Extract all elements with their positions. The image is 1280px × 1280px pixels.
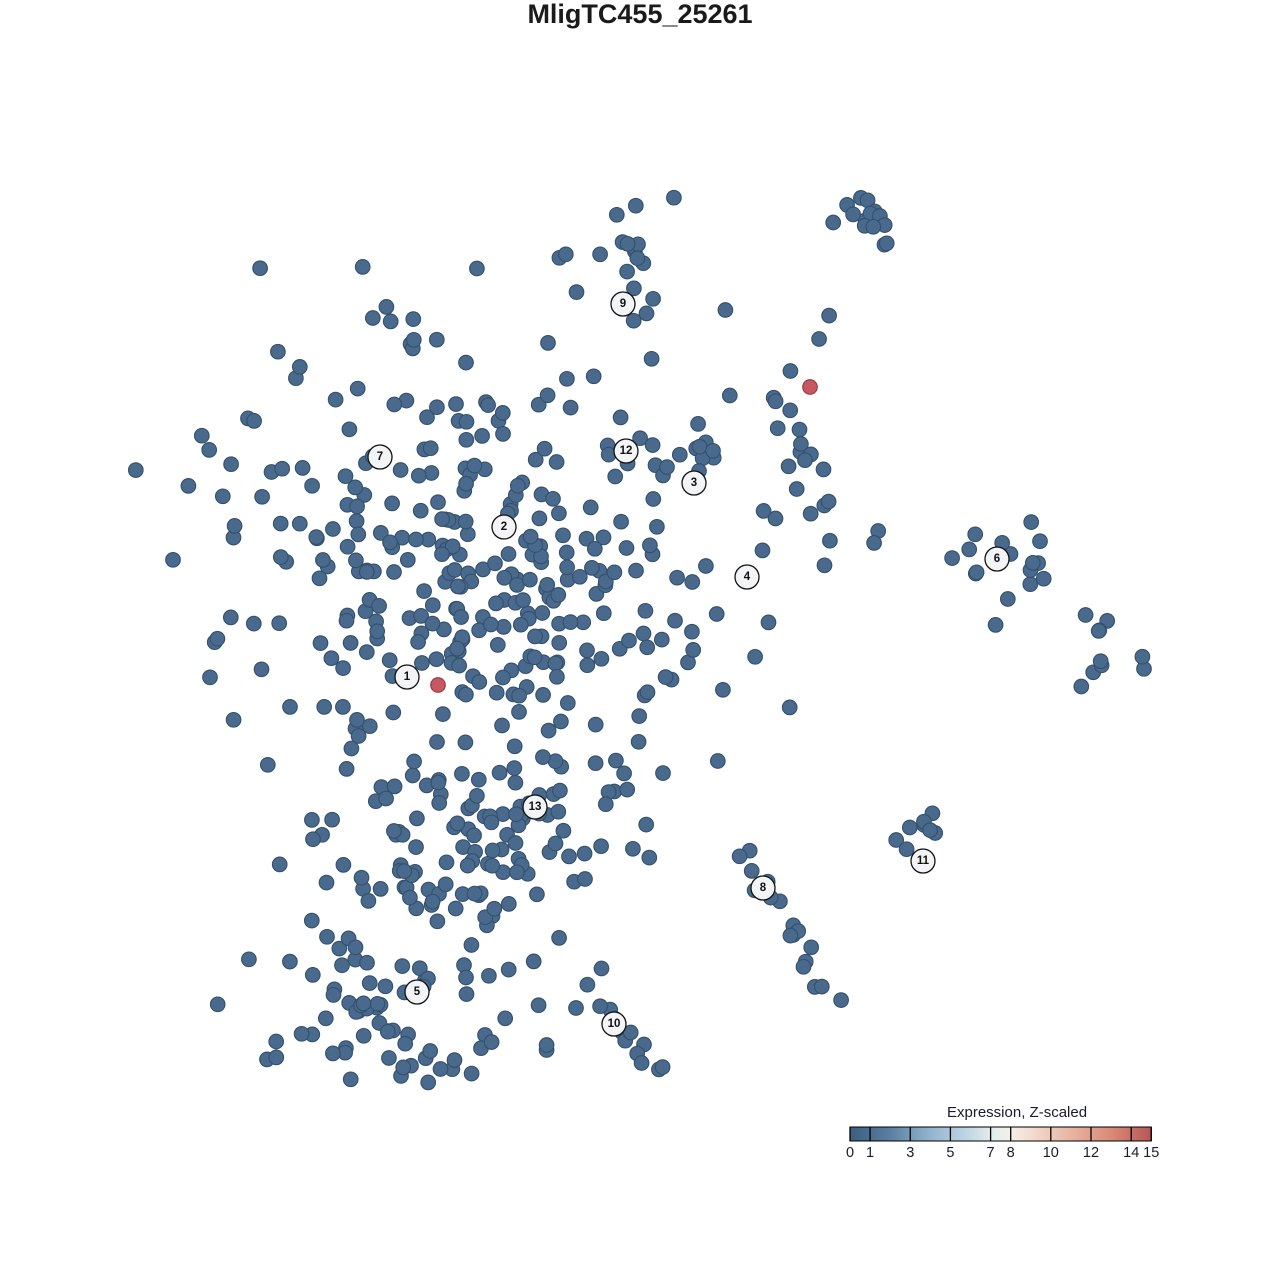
svg-text:3: 3 xyxy=(906,1145,914,1161)
svg-text:2: 2 xyxy=(501,521,507,533)
svg-text:8: 8 xyxy=(760,882,767,894)
svg-text:6: 6 xyxy=(994,553,1000,565)
svg-text:10: 10 xyxy=(1043,1145,1059,1161)
svg-text:14: 14 xyxy=(1123,1145,1139,1161)
svg-text:5: 5 xyxy=(414,986,421,998)
svg-text:12: 12 xyxy=(1083,1145,1099,1161)
svg-text:1: 1 xyxy=(404,671,411,683)
svg-text:10: 10 xyxy=(608,1018,621,1030)
svg-text:8: 8 xyxy=(1007,1145,1015,1161)
svg-text:9: 9 xyxy=(620,298,626,310)
svg-text:0: 0 xyxy=(846,1145,854,1161)
svg-text:5: 5 xyxy=(946,1145,954,1161)
svg-text:13: 13 xyxy=(529,801,542,813)
svg-text:1: 1 xyxy=(866,1145,874,1161)
svg-text:12: 12 xyxy=(620,445,633,457)
svg-text:15: 15 xyxy=(1143,1145,1159,1161)
svg-text:3: 3 xyxy=(691,477,697,489)
svg-text:4: 4 xyxy=(744,571,751,583)
svg-text:7: 7 xyxy=(987,1145,995,1161)
svg-text:11: 11 xyxy=(917,855,930,867)
svg-text:7: 7 xyxy=(377,451,383,463)
